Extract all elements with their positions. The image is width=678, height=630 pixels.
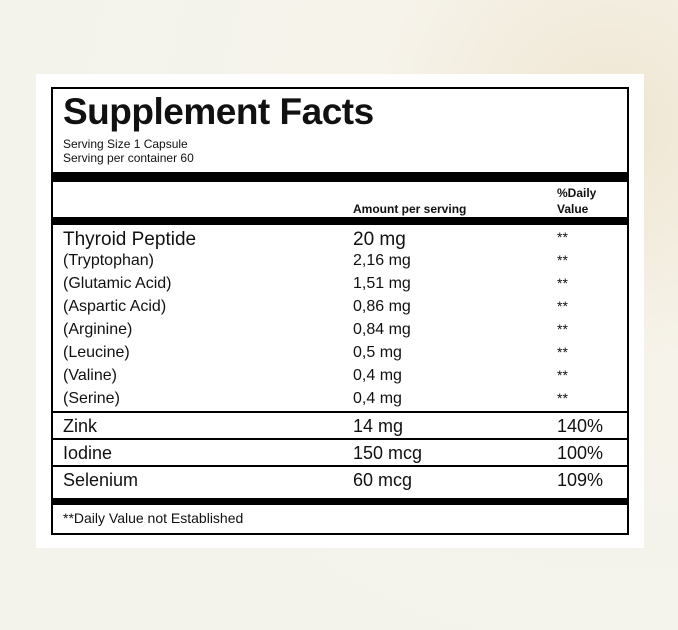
nutrient-name: Iodine [63,443,113,463]
nutrient-name: Zink [63,416,98,436]
daily-value: ** [557,390,568,406]
daily-value: 140% [557,416,604,436]
amount: 0,86 mg [353,298,411,315]
column-header: Amount per serving [353,202,467,216]
amount: 2,16 mg [353,252,411,269]
divider [53,498,627,505]
amount: 150 mcg [353,443,423,463]
amount: 0,4 mg [353,367,402,384]
footnote: **Daily Value not Established [63,510,244,526]
serving-size: Serving Size 1 Capsule [63,137,188,151]
supplement-label: Supplement Facts Serving Size 1 Capsule … [51,87,629,535]
amount: 0,84 mg [353,321,411,338]
daily-value: 109% [557,470,604,490]
nutrient-name: (Tryptophan) [63,252,154,269]
daily-value: ** [557,321,568,337]
divider [53,217,627,225]
title: Supplement Facts [63,91,374,132]
divider [53,465,627,467]
daily-value: ** [557,252,568,268]
nutrient-name: (Aspartic Acid) [63,298,167,315]
daily-value: ** [557,229,568,245]
daily-value: ** [557,275,568,291]
amount: 20 mg [353,229,406,250]
servings: Serving per container 60 [63,151,194,165]
nutrient-name: Thyroid Peptide [63,229,197,250]
divider [53,172,627,182]
amount: 1,51 mg [353,275,411,292]
nutrient-name: (Valine) [63,367,117,384]
nutrient-name: (Serine) [63,390,120,407]
column-header: %Daily Value [557,186,597,216]
amount: 0,5 mg [353,344,402,361]
amount: 14 mg [353,416,404,436]
nutrient-name: (Arginine) [63,321,133,338]
nutrient-name: (Glutamic Acid) [63,275,172,292]
daily-value: ** [557,344,568,360]
amount: 60 mcg [353,470,413,490]
daily-value: ** [557,367,568,383]
nutrient-name: Selenium [63,470,139,490]
nutrient-name: (Leucine) [63,344,130,361]
amount: 0,4 mg [353,390,402,407]
divider [53,411,627,413]
divider [53,438,627,440]
daily-value: ** [557,298,568,314]
daily-value: 100% [557,443,604,463]
